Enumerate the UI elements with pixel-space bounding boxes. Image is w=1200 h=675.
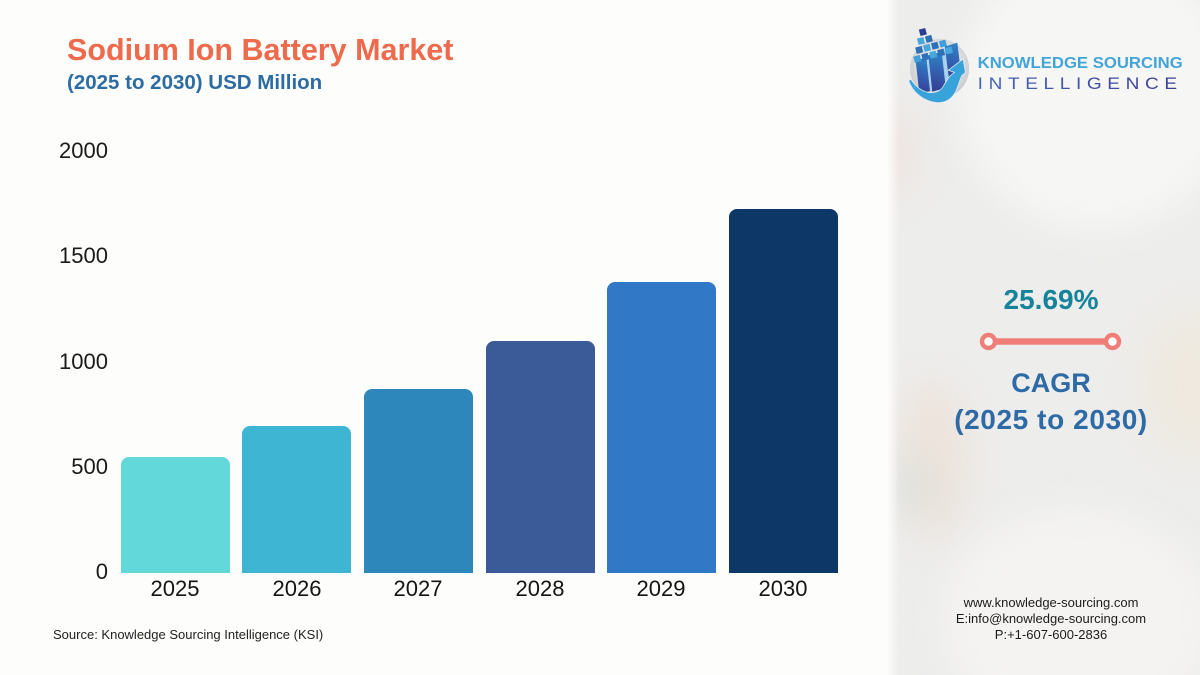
svg-text:INTELLIGENCE: INTELLIGENCE bbox=[978, 74, 1183, 93]
svg-text:KNOWLEDGE SOURCING: KNOWLEDGE SOURCING bbox=[978, 55, 1183, 72]
